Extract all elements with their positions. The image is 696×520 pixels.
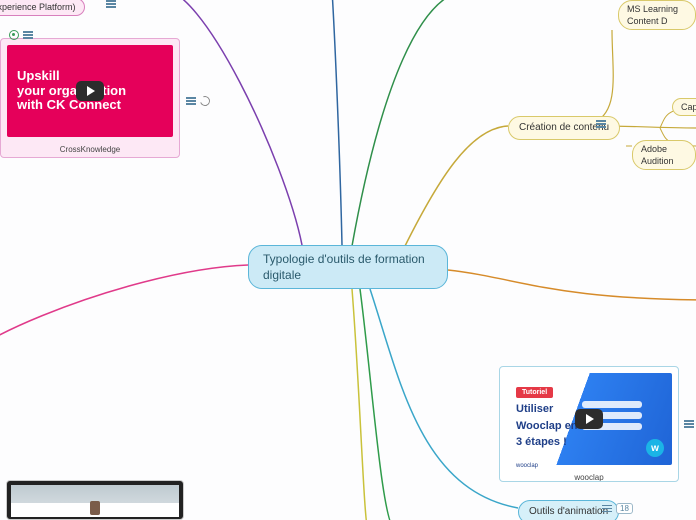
edge [595,30,613,122]
node-label: rning Experience Platform) [0,1,76,13]
card-bottom-partial[interactable] [6,480,184,520]
globe-icon [9,30,19,40]
count-badge: 18 [616,503,633,514]
node-label: Adobe Audition [641,143,687,167]
video-thumb[interactable] [11,485,179,517]
card-caption: wooclap [500,471,678,482]
annot-creation[interactable] [596,120,606,128]
play-icon[interactable] [575,409,603,429]
sync-icon [198,94,211,107]
list-icon [684,420,694,428]
central-label: Typologie d'outils de formation digitale [263,251,433,283]
node-captivate[interactable]: Capti [672,98,696,116]
edge [405,126,508,246]
annot-ck-left[interactable] [9,30,33,40]
node-lxp[interactable]: rning Experience Platform) [0,0,85,16]
node-adobe-audition[interactable]: Adobe Audition [632,140,696,170]
card-crossknowledge[interactable]: Upskill your organization with CK Connec… [0,38,180,158]
video-thumb[interactable]: Upskill your organization with CK Connec… [7,45,173,137]
mindmap-canvas[interactable]: Typologie d'outils de formation digitale… [0,0,696,520]
card-wooclap[interactable]: Tutoriel Utiliser Wooclap en 3 étapes ! … [499,366,679,482]
tutorial-badge: Tutoriel [516,387,553,398]
edge [0,265,248,370]
card-caption: CrossKnowledge [1,143,179,154]
edge [160,0,302,245]
list-icon [602,505,612,513]
node-ms-learning[interactable]: MS Learning Content D [618,0,696,30]
node-label: Outils d'animation [529,505,608,519]
annot-lxp[interactable] [106,0,116,8]
list-icon [23,31,33,39]
annot-ck-right[interactable] [186,96,210,106]
list-icon [106,0,116,8]
annot-animation[interactable]: 18 [602,503,633,514]
wooclap-icon: w [646,439,664,457]
video-thumb[interactable]: Tutoriel Utiliser Wooclap en 3 étapes ! … [506,373,672,465]
edge [360,289,395,520]
edge [370,289,518,508]
wooclap-brand: wooclap [516,463,672,469]
node-label: MS Learning Content D [627,3,687,27]
edge [332,0,342,245]
play-icon[interactable] [76,81,104,101]
edge [352,289,368,520]
list-icon [596,120,606,128]
avatar-icon [90,501,100,515]
edge [352,0,470,246]
annot-wooclap[interactable] [684,420,694,428]
edge [448,270,696,300]
node-label: Capti [681,101,696,113]
list-icon [186,97,196,105]
central-node[interactable]: Typologie d'outils de formation digitale [248,245,448,289]
